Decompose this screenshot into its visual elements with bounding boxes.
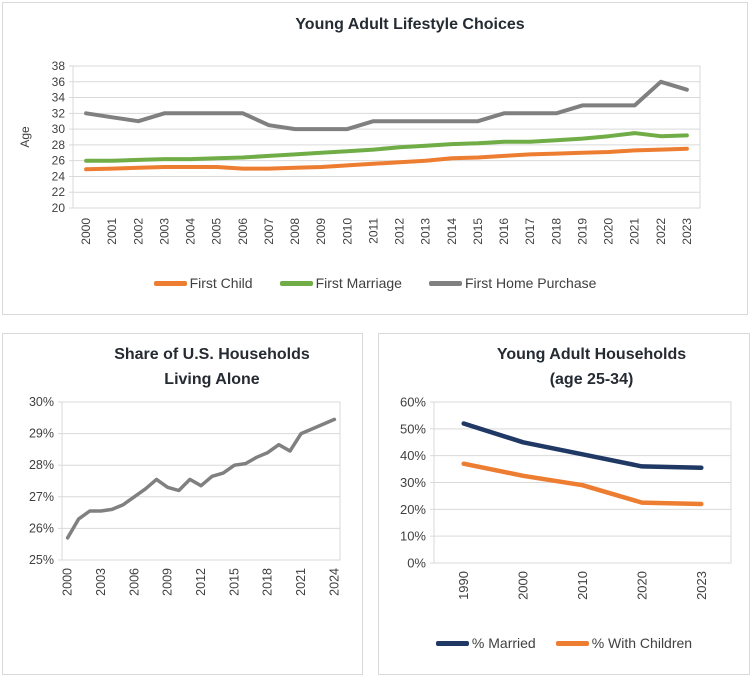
legend-item-first-home-purchase: First Home Purchase bbox=[428, 275, 597, 291]
first-home-purchase-legend-label: First Home Purchase bbox=[464, 275, 597, 291]
living-alone-title-line-1: Share of U.S. Households bbox=[114, 346, 310, 363]
svg-text:2003: 2003 bbox=[94, 568, 108, 596]
svg-text:2010: 2010 bbox=[340, 218, 354, 245]
legend-item-married: % Married bbox=[435, 635, 536, 651]
married-legend-swatch bbox=[435, 640, 469, 646]
svg-text:2015: 2015 bbox=[471, 218, 485, 245]
svg-text:20: 20 bbox=[52, 201, 66, 215]
first-marriage-legend-swatch bbox=[279, 280, 313, 286]
young-adult-households-chart-legend: % Married % With Children bbox=[379, 635, 749, 651]
svg-text:50%: 50% bbox=[400, 421, 426, 436]
svg-text:2017: 2017 bbox=[523, 218, 537, 245]
svg-text:36: 36 bbox=[52, 75, 66, 89]
svg-text:2013: 2013 bbox=[419, 218, 433, 245]
living-alone-chart-plot: 25% 26% 27% 28% 29% 30% 2000 2003 2006 2009 2012 20… bbox=[29, 395, 341, 596]
svg-text:2021: 2021 bbox=[294, 568, 308, 596]
young-adult-households-chart-plot: 0% 10% 20% 30% 40% 50% 60% 1990 2000 2010 2020 2023 bbox=[400, 395, 732, 600]
svg-text:2024: 2024 bbox=[327, 568, 341, 596]
svg-text:29%: 29% bbox=[29, 427, 54, 441]
svg-text:2002: 2002 bbox=[131, 218, 145, 245]
svg-text:2005: 2005 bbox=[210, 218, 224, 245]
svg-text:2015: 2015 bbox=[227, 568, 241, 596]
svg-text:Age: Age bbox=[18, 126, 32, 148]
svg-text:40%: 40% bbox=[400, 448, 426, 463]
svg-text:2006: 2006 bbox=[236, 218, 250, 245]
svg-text:2011: 2011 bbox=[366, 218, 380, 244]
first-marriage-legend-label: First Marriage bbox=[315, 275, 402, 291]
first-child-legend-label: First Child bbox=[189, 275, 253, 291]
lifestyle-chart-card: Young Adult Lifestyle Choices 20 22 24 26 28… bbox=[2, 2, 748, 315]
legend-item-with-children: % With Children bbox=[555, 635, 693, 651]
with-children-legend-label: % With Children bbox=[591, 635, 693, 651]
svg-text:2014: 2014 bbox=[445, 218, 459, 245]
with-children-legend-swatch bbox=[555, 640, 589, 646]
svg-text:2008: 2008 bbox=[288, 218, 302, 245]
svg-text:2000: 2000 bbox=[516, 571, 531, 600]
svg-text:2023: 2023 bbox=[680, 218, 694, 245]
svg-text:28: 28 bbox=[52, 138, 66, 152]
svg-text:2016: 2016 bbox=[497, 218, 511, 245]
svg-text:2004: 2004 bbox=[184, 218, 198, 245]
svg-text:30%: 30% bbox=[29, 395, 54, 409]
legend-item-first-marriage: First Marriage bbox=[279, 275, 402, 291]
households-title-line-2: (age 25-34) bbox=[549, 371, 634, 388]
svg-text:24: 24 bbox=[52, 169, 66, 183]
lifestyle-chart-title: Young Adult Lifestyle Choices bbox=[295, 16, 525, 33]
svg-text:30: 30 bbox=[52, 122, 66, 136]
svg-text:2007: 2007 bbox=[262, 218, 276, 245]
svg-text:2018: 2018 bbox=[549, 218, 563, 245]
svg-text:2000: 2000 bbox=[79, 218, 93, 245]
svg-text:60%: 60% bbox=[400, 395, 426, 410]
first-home-purchase-legend-swatch bbox=[428, 280, 462, 286]
svg-text:30%: 30% bbox=[400, 475, 426, 490]
svg-text:0%: 0% bbox=[407, 556, 426, 571]
svg-text:27%: 27% bbox=[29, 490, 54, 504]
svg-text:28%: 28% bbox=[29, 458, 54, 472]
svg-text:2022: 2022 bbox=[654, 218, 668, 245]
svg-text:20%: 20% bbox=[400, 502, 426, 517]
svg-text:2000: 2000 bbox=[61, 568, 75, 596]
svg-text:32: 32 bbox=[52, 106, 66, 120]
svg-text:2009: 2009 bbox=[314, 218, 328, 245]
svg-text:26%: 26% bbox=[29, 521, 54, 535]
svg-text:2023: 2023 bbox=[694, 571, 709, 600]
svg-text:1990: 1990 bbox=[456, 571, 471, 600]
svg-text:26: 26 bbox=[52, 154, 66, 168]
households-title-line-1: Young Adult Households bbox=[496, 346, 687, 363]
married-legend-label: % Married bbox=[471, 635, 536, 651]
svg-text:38: 38 bbox=[52, 59, 66, 73]
svg-text:2003: 2003 bbox=[157, 218, 171, 245]
living-alone-chart-title: Share of U.S. Households Living Alone bbox=[62, 342, 362, 392]
svg-text:2021: 2021 bbox=[628, 218, 642, 245]
svg-text:2020: 2020 bbox=[602, 218, 616, 245]
first-child-legend-swatch bbox=[153, 280, 187, 286]
living-alone-chart-card: Share of U.S. Households Living Alone 25… bbox=[2, 333, 363, 675]
svg-text:2009: 2009 bbox=[161, 568, 175, 596]
svg-text:2010: 2010 bbox=[575, 571, 590, 600]
young-adult-households-chart-title: Young Adult Households (age 25-34) bbox=[434, 342, 749, 392]
young-adult-households-chart-card: Young Adult Households (age 25-34) 0% 10%… bbox=[378, 333, 750, 675]
lifestyle-chart-legend: First Child First Marriage First Home Pu… bbox=[3, 275, 747, 291]
svg-text:2019: 2019 bbox=[575, 218, 589, 245]
svg-text:2020: 2020 bbox=[634, 571, 649, 600]
svg-text:34: 34 bbox=[52, 91, 66, 105]
svg-text:10%: 10% bbox=[400, 529, 426, 544]
svg-text:2012: 2012 bbox=[393, 218, 407, 245]
legend-item-first-child: First Child bbox=[153, 275, 253, 291]
svg-text:2006: 2006 bbox=[127, 568, 141, 596]
svg-text:2018: 2018 bbox=[261, 568, 275, 596]
living-alone-title-line-2: Living Alone bbox=[164, 371, 260, 388]
svg-text:2001: 2001 bbox=[105, 218, 119, 245]
svg-text:25%: 25% bbox=[29, 553, 54, 567]
svg-text:22: 22 bbox=[52, 185, 66, 199]
svg-text:2012: 2012 bbox=[194, 568, 208, 596]
